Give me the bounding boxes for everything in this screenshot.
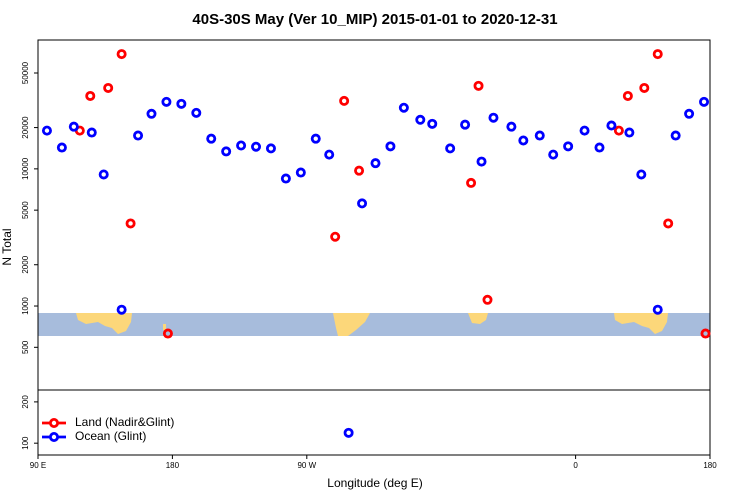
point (684, 108, 695, 119)
point (385, 141, 396, 152)
point (506, 121, 517, 132)
point (488, 112, 499, 123)
point (670, 130, 681, 141)
point (518, 135, 529, 146)
x-tick-label: 180 (703, 461, 717, 470)
point (445, 143, 456, 154)
point (699, 96, 710, 107)
legend-box (40, 412, 190, 448)
x-axis-label: Longitude (deg E) (327, 476, 422, 490)
y-tick-label: 20000 (21, 116, 30, 139)
point (652, 49, 663, 60)
point (330, 231, 341, 242)
point (236, 140, 247, 151)
y-tick-label: 2000 (21, 255, 30, 273)
point (295, 167, 306, 178)
y-tick-label: 50000 (21, 61, 30, 84)
point (265, 143, 276, 154)
point (176, 98, 187, 109)
point (339, 95, 350, 106)
point (534, 130, 545, 141)
x-tick-label: 90 W (297, 461, 316, 470)
point (343, 427, 354, 438)
map-strip (38, 313, 710, 336)
point (370, 158, 381, 169)
point (476, 156, 487, 167)
legend-label: Ocean (Glint) (75, 429, 146, 443)
point (563, 141, 574, 152)
point (624, 127, 635, 138)
x-tick-label: 0 (573, 461, 578, 470)
y-tick-label: 1000 (21, 297, 30, 315)
point (652, 304, 663, 315)
plot-frame (37, 39, 711, 456)
legend-label: Land (Nadir&Glint) (75, 415, 174, 429)
point (700, 328, 711, 339)
y-tick-label: 10000 (21, 157, 30, 180)
point (354, 165, 365, 176)
point (116, 304, 127, 315)
point (613, 125, 624, 136)
point (310, 133, 321, 144)
point (639, 82, 650, 93)
point (68, 121, 79, 132)
point (636, 169, 647, 180)
point (622, 90, 633, 101)
point (606, 120, 617, 131)
point (548, 149, 559, 160)
chart-title: 40S-30S May (Ver 10_MIP) 2015-01-01 to 2… (192, 11, 557, 28)
y-tick-label: 500 (21, 340, 30, 354)
point (460, 119, 471, 130)
x-tick-label: 180 (166, 461, 180, 470)
point (280, 173, 291, 184)
point (41, 125, 52, 136)
point (221, 146, 232, 157)
point (206, 133, 217, 144)
point (251, 141, 262, 152)
point (86, 127, 97, 138)
point (161, 96, 172, 107)
point (85, 90, 96, 101)
point (466, 177, 477, 188)
y-tick-label: 200 (21, 395, 30, 409)
point (482, 294, 493, 305)
point (473, 80, 484, 91)
point (125, 218, 136, 229)
legend-marker (49, 417, 60, 428)
x-tick-label: 90 E (30, 461, 46, 470)
point (427, 118, 438, 129)
point (357, 198, 368, 209)
point (663, 218, 674, 229)
point (324, 149, 335, 160)
y-tick-label: 5000 (21, 201, 30, 219)
point (98, 169, 109, 180)
legend-marker (49, 431, 60, 442)
point (415, 114, 426, 125)
point (579, 125, 590, 136)
point (398, 102, 409, 113)
point (133, 130, 144, 141)
point (103, 82, 114, 93)
point (116, 49, 127, 60)
point (146, 108, 157, 119)
point (56, 142, 67, 153)
y-tick-label: 100 (21, 436, 30, 450)
y-axis-label: N Total (0, 228, 14, 265)
point (191, 107, 202, 118)
point (594, 142, 605, 153)
point (162, 328, 173, 339)
